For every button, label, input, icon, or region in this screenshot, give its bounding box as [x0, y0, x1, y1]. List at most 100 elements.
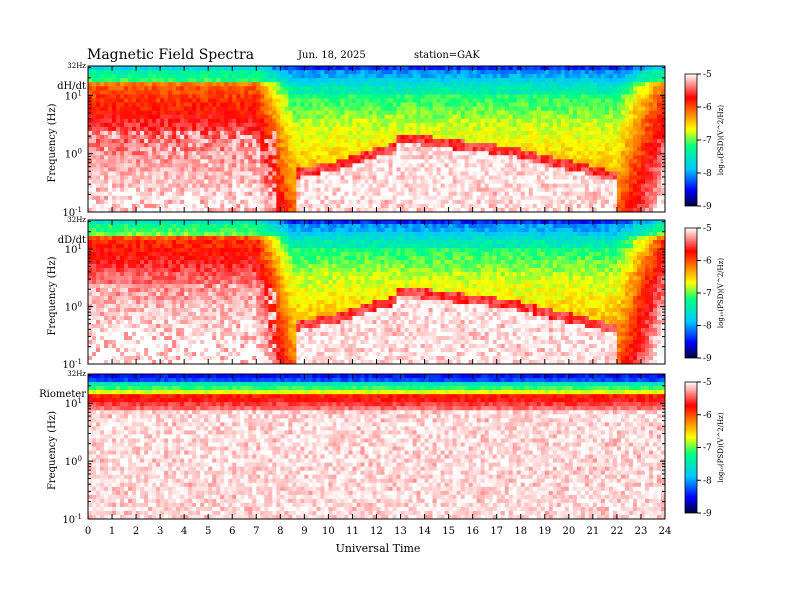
- heatmap-cell: [608, 106, 614, 112]
- heatmap-cell: [492, 78, 498, 83]
- heatmap-cell: [228, 90, 233, 95]
- heatmap-cell: [476, 98, 482, 103]
- heatmap-cell: [260, 110, 265, 116]
- heatmap-cell: [332, 114, 337, 120]
- heatmap-cell: [164, 159, 169, 164]
- heatmap-cell: [536, 102, 542, 108]
- heatmap-cell: [328, 175, 333, 181]
- heatmap-cell: [364, 90, 369, 95]
- heatmap-cell: [268, 175, 273, 181]
- heatmap-cell: [412, 70, 418, 75]
- heatmap-cell: [444, 126, 450, 132]
- heatmap-cell: [140, 175, 145, 181]
- heatmap-cell: [600, 78, 606, 83]
- heatmap-cell: [592, 118, 598, 124]
- heatmap-cell: [504, 163, 510, 168]
- heatmap-cell: [472, 207, 478, 213]
- heatmap-cell: [392, 139, 398, 144]
- heatmap-cell: [148, 114, 153, 120]
- heatmap-cell: [548, 147, 554, 152]
- heatmap-cell: [624, 207, 630, 213]
- heatmap-cell: [144, 147, 149, 152]
- heatmap-cell: [492, 191, 498, 197]
- heatmap-cell: [404, 187, 410, 193]
- heatmap-cell: [492, 130, 498, 136]
- heatmap-cell: [140, 171, 145, 176]
- heatmap-cell: [164, 195, 169, 201]
- heatmap-cell: [572, 126, 578, 132]
- heatmap-cell: [456, 187, 462, 193]
- heatmap-cell: [176, 203, 181, 209]
- heatmap-cell: [424, 151, 430, 156]
- heatmap-cell: [324, 203, 329, 209]
- heatmap-cell: [204, 82, 209, 87]
- heatmap-cell: [516, 106, 522, 112]
- heatmap-cell: [612, 74, 618, 79]
- heatmap-cell: [224, 195, 229, 201]
- heatmap-cell: [536, 187, 542, 193]
- heatmap-cell: [192, 167, 197, 172]
- heatmap-cell: [468, 167, 474, 172]
- heatmap-cell: [516, 134, 522, 140]
- heatmap-cell: [240, 155, 245, 160]
- heatmap-cell: [124, 151, 129, 156]
- heatmap-cell: [304, 191, 309, 197]
- heatmap-cell: [392, 187, 398, 193]
- heatmap-cell: [488, 94, 494, 99]
- heatmap-cell: [96, 86, 101, 91]
- heatmap-cell: [416, 159, 422, 164]
- heatmap-cell: [528, 203, 534, 209]
- heatmap-cell: [108, 167, 113, 172]
- heatmap-cell: [564, 110, 570, 116]
- heatmap-cell: [256, 126, 261, 132]
- heatmap-cell: [384, 98, 390, 103]
- heatmap-cell: [616, 175, 622, 181]
- heatmap-cell: [356, 167, 361, 172]
- heatmap-cell: [188, 130, 193, 136]
- heatmap-cell: [192, 143, 197, 148]
- heatmap-cell: [240, 163, 245, 168]
- heatmap-cell: [464, 187, 470, 193]
- heatmap-cell: [348, 207, 353, 213]
- heatmap-cell: [532, 195, 538, 201]
- heatmap-cell: [360, 90, 365, 95]
- heatmap-cell: [308, 183, 313, 189]
- heatmap-cell: [584, 82, 590, 87]
- heatmap-cell: [172, 106, 177, 112]
- heatmap-cell: [188, 126, 193, 132]
- heatmap-cell: [380, 207, 386, 213]
- heatmap-cell: [116, 110, 121, 116]
- heatmap-cell: [464, 122, 470, 128]
- heatmap-cell: [128, 155, 133, 160]
- heatmap-cell: [320, 74, 325, 79]
- heatmap-cell: [172, 195, 177, 201]
- heatmap-cell: [416, 207, 422, 213]
- heatmap-cell: [124, 179, 129, 185]
- heatmap-cell: [148, 122, 153, 128]
- heatmap-cell: [140, 86, 145, 91]
- heatmap-cell: [156, 151, 161, 156]
- heatmap-cell: [520, 122, 526, 128]
- heatmap-cell: [328, 207, 333, 213]
- heatmap-cell: [416, 195, 422, 201]
- heatmap-cell: [192, 187, 197, 193]
- heatmap-cell: [556, 126, 562, 132]
- heatmap-cell: [88, 66, 93, 71]
- heatmap-cell: [336, 191, 341, 197]
- heatmap-cell: [208, 167, 213, 172]
- heatmap-cell: [368, 195, 373, 201]
- heatmap-cell: [572, 143, 578, 148]
- heatmap-cell: [200, 159, 205, 164]
- heatmap-cell: [180, 134, 185, 140]
- heatmap-cell: [332, 167, 337, 172]
- heatmap-cell: [400, 110, 406, 116]
- heatmap-cell: [428, 130, 434, 136]
- heatmap-cell: [148, 203, 153, 209]
- heatmap-cell: [328, 90, 333, 95]
- heatmap-cell: [476, 191, 482, 197]
- heatmap-cell: [280, 98, 285, 103]
- heatmap-cell: [392, 179, 398, 185]
- heatmap-cell: [244, 122, 249, 128]
- heatmap-cell: [220, 78, 225, 83]
- heatmap-cell: [464, 90, 470, 95]
